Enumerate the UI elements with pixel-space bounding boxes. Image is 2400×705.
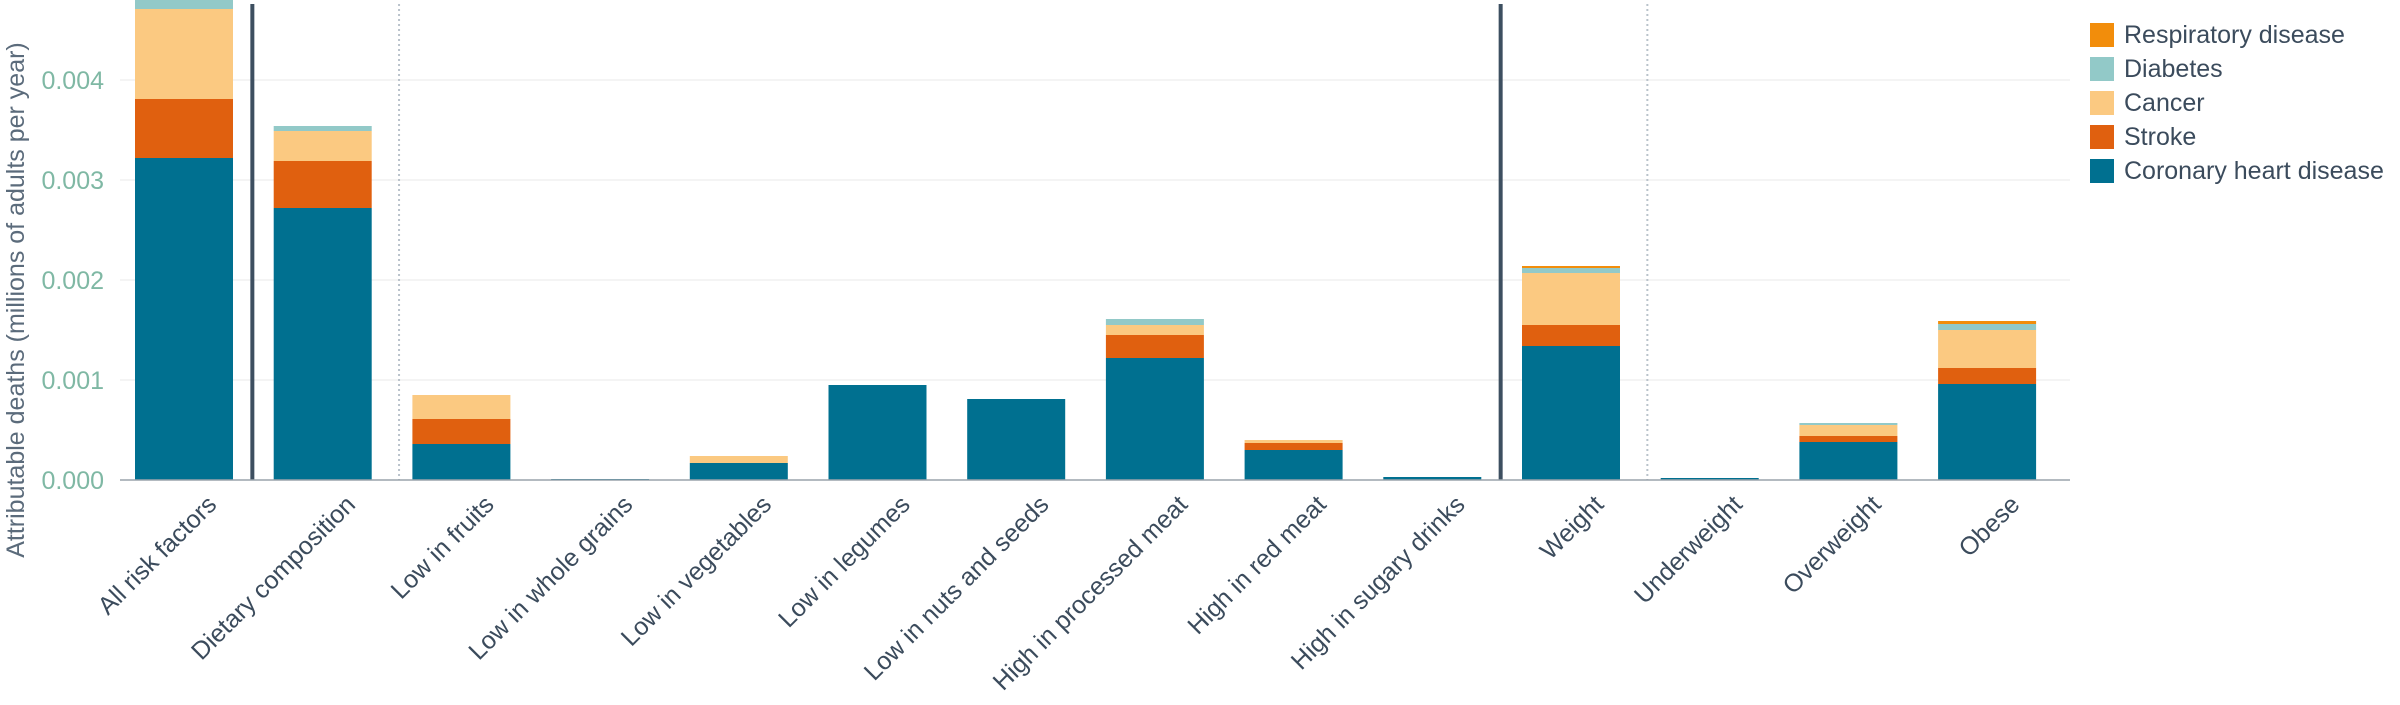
- y-tick-label: 0.003: [41, 167, 104, 195]
- legend-swatch: [2090, 125, 2114, 149]
- y-tick-label: 0.001: [41, 367, 104, 395]
- y-axis-title: Attributable deaths (millions of adults …: [2, 42, 30, 558]
- bar-segment: [1244, 450, 1343, 480]
- x-tick-label: Overweight: [1777, 490, 1886, 599]
- bar-segment: [689, 456, 788, 463]
- bar-segment: [1799, 436, 1898, 442]
- legend-label: Diabetes: [2124, 54, 2223, 83]
- bar-segment: [1244, 440, 1343, 443]
- x-tick-label: Low in legumes: [773, 490, 916, 633]
- bar-segment: [967, 399, 1066, 480]
- y-tick-label: 0.004: [41, 67, 104, 95]
- bar-segment: [1522, 266, 1620, 268]
- bar-segment: [1938, 384, 2037, 480]
- bar-segment: [135, 99, 233, 158]
- legend-label: Respiratory disease: [2124, 20, 2345, 49]
- bar-segment: [1799, 442, 1898, 480]
- bar-segment: [135, 9, 233, 99]
- bar-segment: [273, 161, 372, 208]
- legend-label: Stroke: [2124, 122, 2197, 151]
- x-tick-label: High in red meat: [1182, 490, 1332, 640]
- bar-segment: [1522, 325, 1620, 346]
- bar-segment: [412, 419, 511, 444]
- legend-item[interactable]: Coronary heart disease: [2090, 154, 2384, 188]
- bar-segment: [273, 131, 372, 161]
- bar-segment: [412, 395, 511, 419]
- bar-segment: [1938, 368, 2037, 384]
- legend-swatch: [2090, 91, 2114, 115]
- bar-segment: [1799, 425, 1898, 436]
- group-separators: [250, 4, 1649, 480]
- y-tick-label: 0.002: [41, 267, 104, 295]
- bar-segment: [1244, 443, 1343, 450]
- legend-swatch: [2090, 23, 2114, 47]
- bar-segment: [1522, 273, 1620, 325]
- bar-segment: [273, 126, 372, 131]
- chart-legend: Respiratory disease Diabetes Cancer Stroke C…: [2090, 18, 2384, 188]
- bar-segment: [689, 463, 788, 480]
- legend-label: Coronary heart disease: [2124, 156, 2384, 185]
- bars: [135, 0, 2037, 480]
- bar-segment: [1938, 330, 2037, 368]
- bar-segment: [135, 158, 233, 480]
- x-tick-label: Low in vegetables: [616, 490, 777, 651]
- bar-segment: [1660, 478, 1759, 480]
- x-tick-label: Low in fruits: [386, 490, 500, 604]
- bar-segment: [412, 444, 511, 480]
- bar-segment: [1105, 325, 1204, 335]
- x-tick-label: Underweight: [1629, 490, 1748, 609]
- y-tick-label: 0.000: [41, 467, 104, 495]
- bar-segment: [1799, 423, 1898, 425]
- bar-segment: [1522, 346, 1620, 480]
- x-tick-label: Weight: [1535, 490, 1610, 565]
- bar-segment: [1105, 335, 1204, 358]
- bar-segment: [273, 208, 372, 480]
- legend-label: Cancer: [2124, 88, 2205, 117]
- bar-segment: [1383, 477, 1482, 480]
- x-tick-label: All risk factors: [92, 490, 222, 620]
- gridlines: [120, 79, 2070, 381]
- x-tick-label: Obese: [1953, 490, 2025, 562]
- legend-swatch: [2090, 57, 2114, 81]
- legend-item[interactable]: Stroke: [2090, 120, 2384, 154]
- bar-segment: [1522, 268, 1620, 273]
- legend-swatch: [2090, 159, 2114, 183]
- legend-item[interactable]: Respiratory disease: [2090, 18, 2384, 52]
- legend-item[interactable]: Cancer: [2090, 86, 2384, 120]
- legend-item[interactable]: Diabetes: [2090, 52, 2384, 86]
- bar-segment: [1938, 321, 2037, 324]
- bar-segment: [1938, 324, 2037, 330]
- bar-segment: [135, 0, 233, 9]
- bar-segment: [1105, 358, 1204, 480]
- bar-segment: [1105, 319, 1204, 325]
- bar-segment: [828, 385, 927, 480]
